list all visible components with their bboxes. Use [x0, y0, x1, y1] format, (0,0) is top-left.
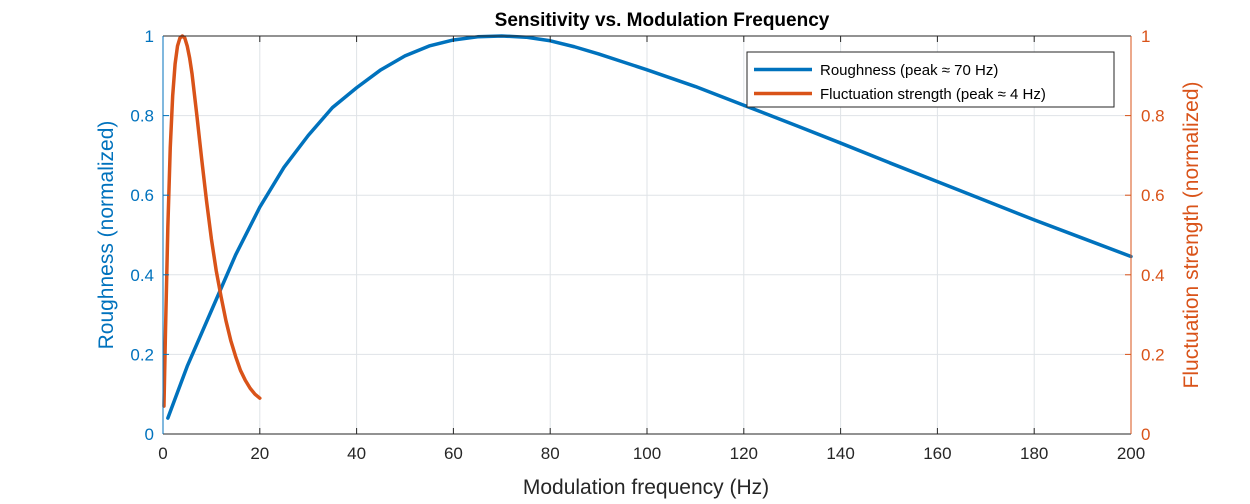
left-y-tick-label: 0.8: [130, 107, 154, 126]
left-y-axis-title: Roughness (normalized): [95, 121, 118, 350]
x-tick-label: 80: [541, 444, 560, 463]
left-y-tick-label: 1: [145, 27, 154, 46]
left-y-tick-label: 0.2: [130, 345, 154, 364]
axes: [162, 35, 1132, 435]
x-tick-label: 0: [158, 444, 167, 463]
fluctuation-strength-line: [162, 34, 262, 408]
legend-label-roughness: Roughness (peak ≈ 70 Hz): [820, 62, 998, 79]
x-tick-label: 160: [923, 444, 951, 463]
x-tick-label: 40: [347, 444, 366, 463]
x-tick-label: 120: [730, 444, 758, 463]
x-tick-label: 200: [1117, 444, 1145, 463]
left-y-tick-label: 0: [145, 425, 154, 444]
left-y-tick-label: 0.6: [130, 186, 154, 205]
right-y-tick-label: 1: [1141, 27, 1150, 46]
series-lines: [162, 34, 1133, 420]
x-tick-label: 140: [826, 444, 854, 463]
x-tick-label: 180: [1020, 444, 1048, 463]
right-y-tick-label: 0.8: [1141, 107, 1165, 126]
chart-title: Sensitivity vs. Modulation Frequency: [495, 10, 830, 31]
roughness-line: [166, 34, 1133, 420]
x-tick-label: 20: [250, 444, 269, 463]
tick-labels: 0 20 40 60 80 100 120 140 160 180 20000.20.40.60.8…: [130, 27, 1164, 463]
right-y-tick-label: 0.4: [1141, 266, 1165, 285]
legend: Roughness (peak ≈ 70 Hz) Fluctuation str…: [746, 51, 1115, 108]
left-y-tick-label: 0.4: [130, 266, 154, 285]
right-y-tick-label: 0: [1141, 425, 1150, 444]
legend-label-fluctuation: Fluctuation strength (peak ≈ 4 Hz): [820, 86, 1046, 103]
x-axis-title: Modulation frequency (Hz): [523, 476, 769, 499]
right-y-tick-label: 0.2: [1141, 345, 1165, 364]
x-tick-label: 60: [444, 444, 463, 463]
legend-box: [746, 51, 1115, 108]
x-tick-label: 100: [633, 444, 661, 463]
right-y-tick-label: 0.6: [1141, 186, 1165, 205]
right-y-axis-title: Fluctuation strength (normalized): [1180, 82, 1203, 389]
